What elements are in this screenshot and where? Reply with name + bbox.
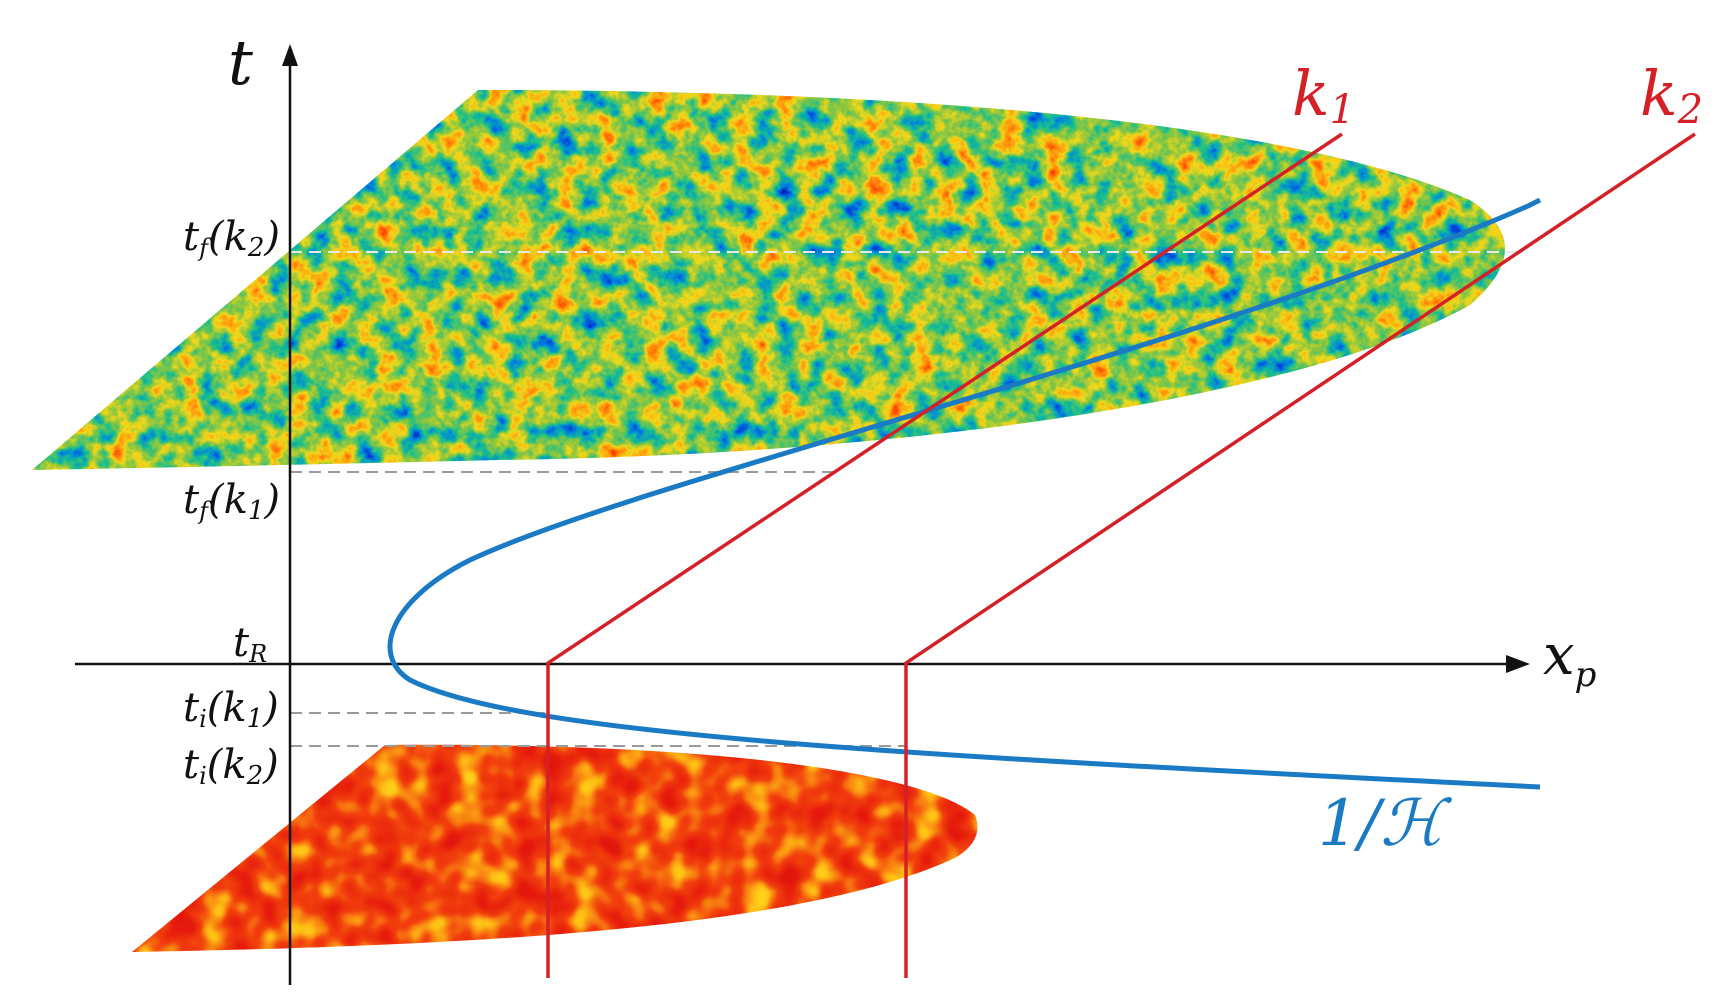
vertical-axis-label: t — [228, 26, 253, 99]
mode-k2-label: k2 — [1640, 57, 1703, 133]
cmb-temperature-map — [32, 90, 1505, 470]
mode-k1-label: k1 — [1292, 57, 1355, 133]
tick-ti-k1: ti(k1) — [183, 685, 279, 734]
mode-k1-line — [546, 132, 1343, 978]
hubble-radius-label: 1/ℋ — [1318, 787, 1452, 861]
mode-k2-line — [904, 132, 1696, 978]
axes — [75, 44, 1530, 985]
horizontal-axis-arrowhead — [1506, 655, 1530, 673]
tick-t-r: tR — [233, 620, 267, 668]
tick-tf-k1: tf(k1) — [183, 477, 280, 526]
tick-tf-k2: tf(k2) — [183, 214, 280, 263]
vertical-axis-arrowhead — [282, 44, 298, 66]
guide-lines — [290, 251, 1525, 747]
hubble-radius-curve — [387, 197, 1542, 790]
tick-ti-k2: ti(k2) — [183, 742, 279, 791]
horizontal-axis-label: xp — [1543, 623, 1596, 695]
